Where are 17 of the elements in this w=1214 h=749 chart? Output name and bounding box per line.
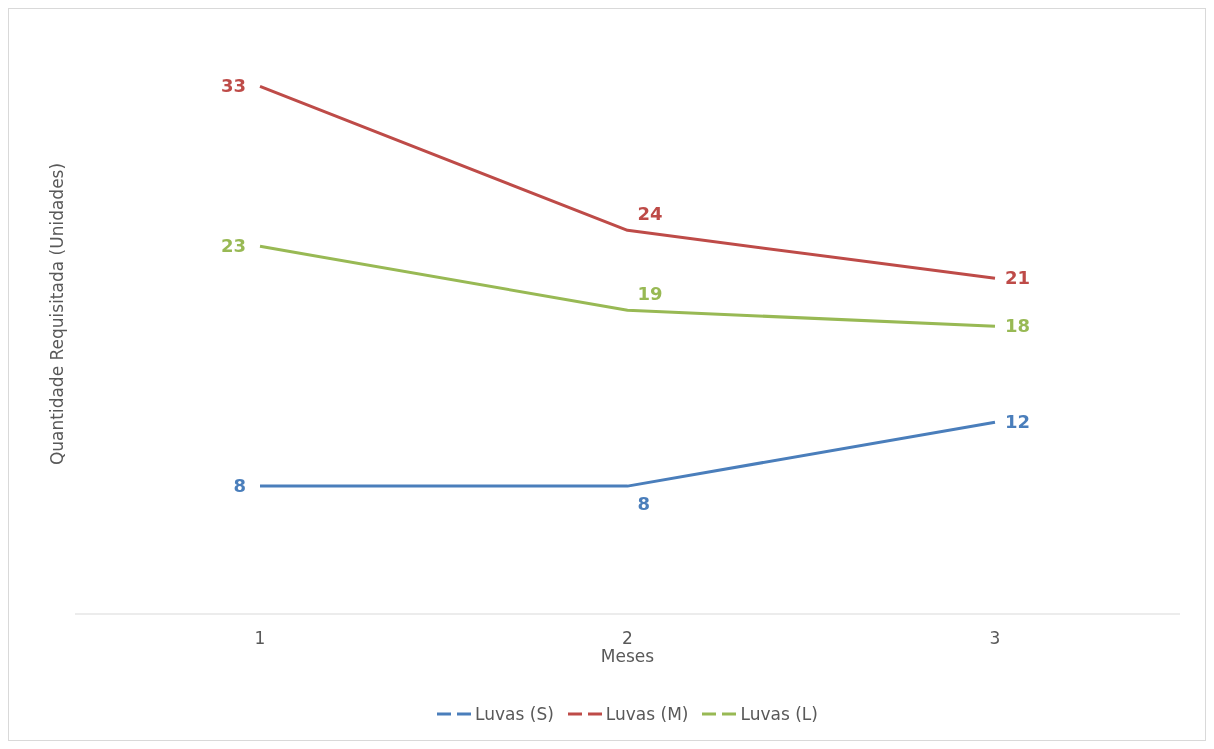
legend-label: Luvas (S) — [475, 704, 554, 724]
data-label: 19 — [637, 283, 663, 305]
legend-label: Luvas (L) — [740, 704, 818, 724]
data-label: 12 — [1005, 411, 1031, 433]
data-label: 18 — [1005, 315, 1031, 337]
x-tick-label: 1 — [254, 628, 266, 649]
x-tick-label: 3 — [989, 628, 1001, 649]
data-label: 23 — [220, 235, 246, 257]
x-tick-label: 2 — [622, 628, 633, 649]
x-axis-title: Meses — [600, 646, 655, 666]
legend-label: Luvas (M) — [605, 704, 689, 724]
data-label: 24 — [637, 203, 663, 225]
data-label: 8 — [637, 493, 651, 515]
data-label: 21 — [1005, 267, 1031, 289]
data-label: 8 — [233, 475, 246, 497]
data-label: 33 — [220, 75, 246, 97]
y-axis-title: Quantidade Requisitada (Unidades) — [47, 162, 67, 466]
